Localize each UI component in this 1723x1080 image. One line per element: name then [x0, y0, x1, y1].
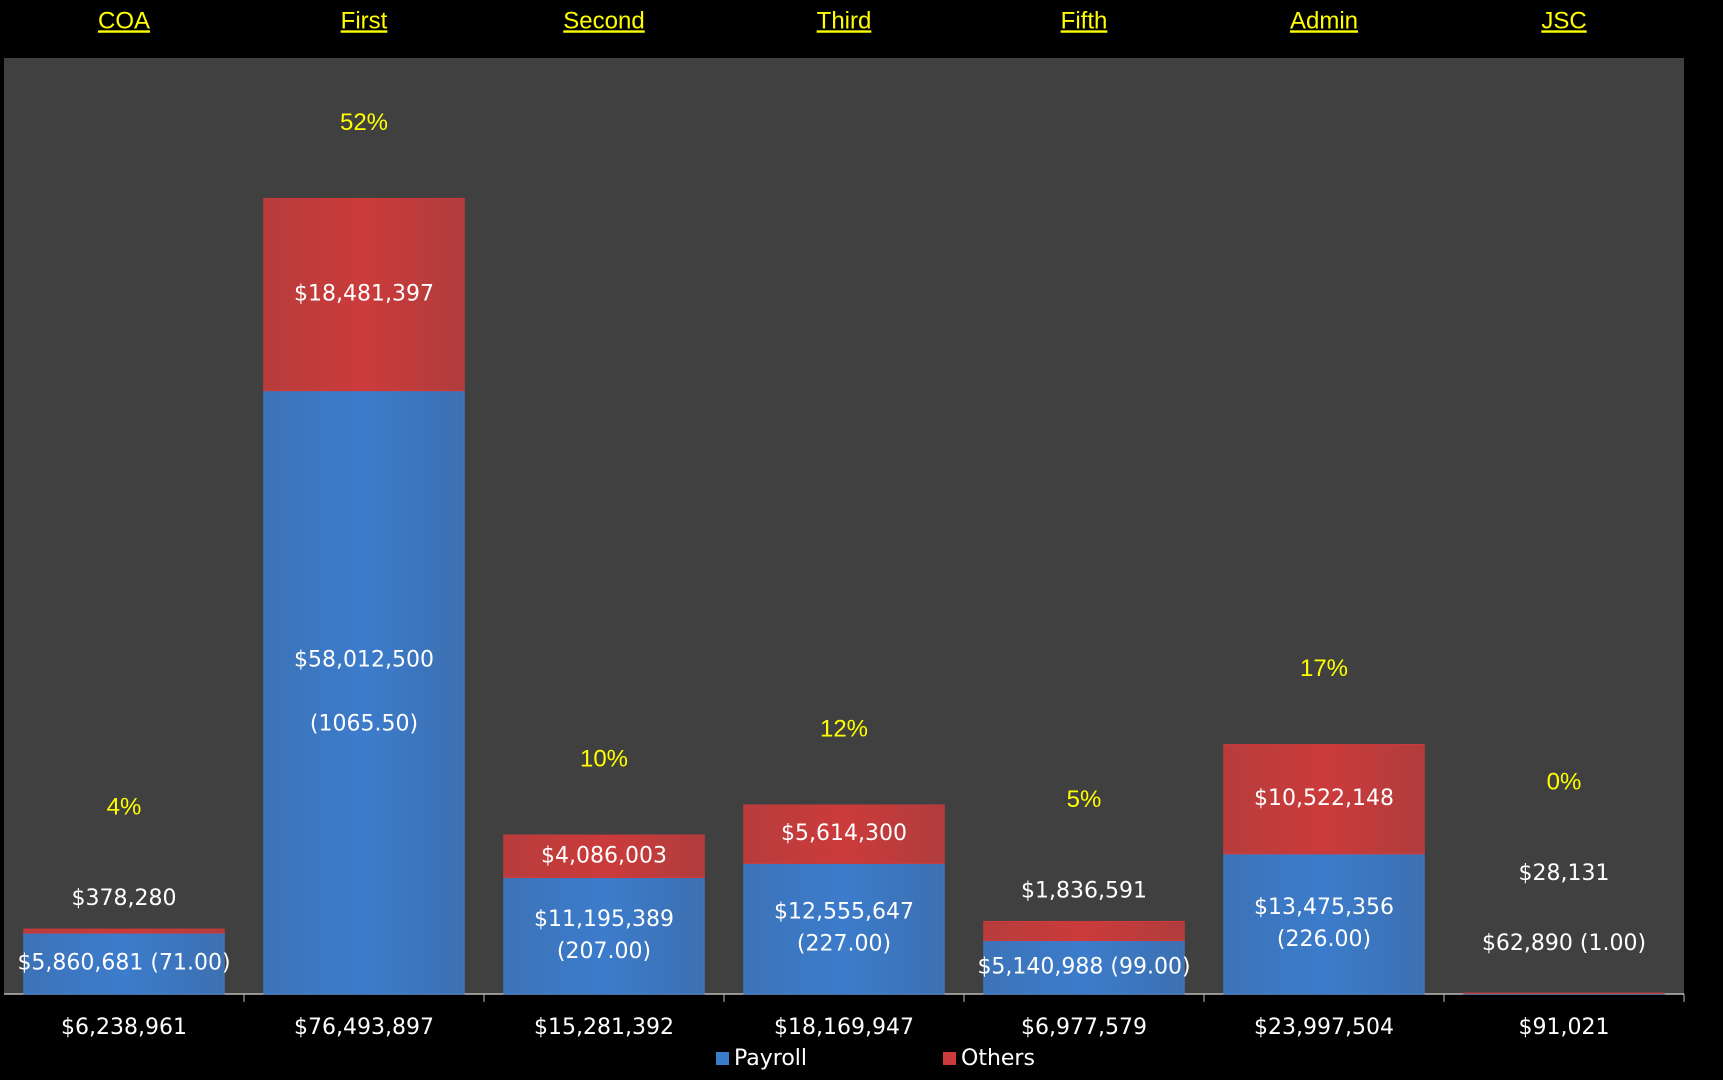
total-label: $18,169,947 — [774, 1015, 914, 1040]
value-label: $1,836,591 — [1021, 878, 1147, 903]
bar-segment — [983, 940, 1185, 995]
value-label: $13,475,356 (226.00) — [1254, 895, 1394, 952]
value-label: $11,195,389 (207.00) — [534, 907, 674, 964]
category-link[interactable]: COA — [98, 7, 150, 34]
total-label: $23,997,504 — [1254, 1015, 1394, 1040]
total-label: $15,281,392 — [534, 1015, 674, 1040]
total-label: $91,021 — [1519, 1015, 1610, 1040]
bar-segment — [1223, 743, 1425, 855]
category-link[interactable]: Third — [817, 7, 872, 34]
value-label: $5,614,300 — [781, 821, 907, 846]
bar-segment — [983, 920, 1185, 942]
legend-label: Others — [961, 1046, 1035, 1071]
legend-swatch — [943, 1052, 956, 1065]
value-label: $10,522,148 — [1254, 786, 1394, 811]
value-label: $378,280 — [72, 886, 177, 911]
share-label: 4% — [107, 793, 142, 820]
total-label: $6,238,961 — [61, 1015, 187, 1040]
value-label: $5,140,988 (99.00) — [977, 954, 1190, 979]
total-label: $6,977,579 — [1021, 1015, 1147, 1040]
bar-segment — [503, 834, 705, 879]
value-label: $18,481,397 — [294, 282, 434, 307]
total-label: $76,493,897 — [294, 1015, 434, 1040]
value-label: $4,086,003 — [541, 843, 667, 868]
bar-segment — [743, 804, 945, 864]
value-label: $62,890 (1.00) — [1482, 931, 1646, 956]
value-label: $12,555,647 (227.00) — [774, 900, 914, 957]
bar-segment — [503, 877, 705, 995]
bar-segment — [263, 390, 465, 995]
category-link[interactable]: First — [341, 7, 388, 34]
value-label: $5,860,681 (71.00) — [17, 951, 230, 976]
category-link[interactable]: Fifth — [1061, 7, 1108, 34]
bar-segment — [23, 932, 225, 995]
value-label: $58,012,500 (1065.50) — [294, 647, 434, 736]
bar-segment — [23, 928, 225, 934]
legend-swatch — [716, 1052, 729, 1065]
share-label: 5% — [1067, 786, 1102, 813]
share-label: 12% — [820, 715, 868, 742]
category-link[interactable]: Second — [563, 7, 644, 34]
legend-label: Payroll — [734, 1046, 807, 1071]
value-label: $28,131 — [1519, 861, 1610, 886]
bar-segment — [743, 862, 945, 995]
bar-segment — [263, 197, 465, 392]
share-label: 0% — [1547, 768, 1582, 795]
bar-segment — [1223, 853, 1425, 995]
category-link[interactable]: Admin — [1290, 7, 1358, 34]
share-label: 52% — [340, 109, 388, 136]
share-label: 10% — [580, 745, 628, 772]
category-link[interactable]: JSC — [1541, 7, 1586, 34]
share-label: 17% — [1300, 655, 1348, 682]
